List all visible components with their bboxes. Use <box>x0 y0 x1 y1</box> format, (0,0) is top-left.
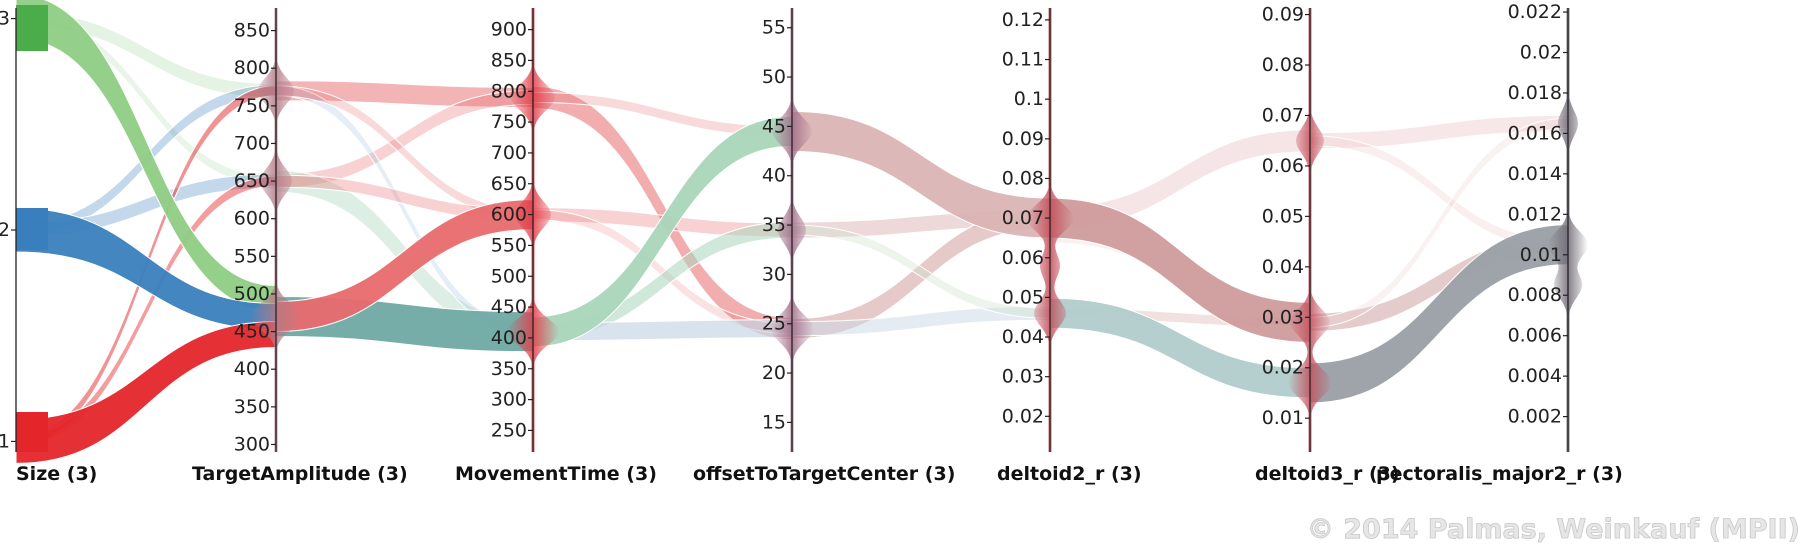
axis-title: deltoid2_r (3) <box>997 463 1142 485</box>
tick-label: 3 <box>0 8 10 30</box>
tick-label: 0.012 <box>1508 203 1562 225</box>
tick-label: 0.07 <box>1262 104 1304 126</box>
axis-title: TargetAmplitude (3) <box>192 463 408 485</box>
size-block-2 <box>16 208 48 250</box>
tick-label: 400 <box>234 358 270 380</box>
tick-label: 350 <box>234 396 270 418</box>
tick-label: 300 <box>234 433 270 455</box>
tick-label: 650 <box>234 170 270 192</box>
tick-label: 300 <box>491 389 527 411</box>
tick-label: 40 <box>762 165 786 187</box>
tick-label: 0.05 <box>1262 205 1304 227</box>
size-block-1 <box>16 412 48 452</box>
axis-title: pectoralis_major2_r (3) <box>1376 463 1623 485</box>
tick-label: 0.004 <box>1508 365 1562 387</box>
tick-label: 0.07 <box>1002 207 1044 229</box>
tick-label: 0.06 <box>1262 155 1304 177</box>
tick-label: 0.02 <box>1262 357 1304 379</box>
tick-label: 0.08 <box>1262 54 1304 76</box>
axis-title: MovementTime (3) <box>455 463 657 485</box>
tick-label: 0.014 <box>1508 163 1562 185</box>
tick-label: 0.09 <box>1002 128 1044 150</box>
tick-label: 350 <box>491 358 527 380</box>
tick-label: 700 <box>491 142 527 164</box>
tick-label: 25 <box>762 313 786 335</box>
tick-label: 0.04 <box>1262 256 1304 278</box>
tick-label: 0.01 <box>1262 407 1304 429</box>
tick-label: 1 <box>0 430 10 452</box>
tick-label: 750 <box>491 111 527 133</box>
tick-label: 0.1 <box>1014 88 1044 110</box>
tick-label: 0.02 <box>1002 405 1044 427</box>
tick-label: 0.06 <box>1002 247 1044 269</box>
tick-label: 0.01 <box>1520 244 1562 266</box>
tick-label: 800 <box>491 80 527 102</box>
tick-label: 500 <box>234 283 270 305</box>
tick-label: 0.008 <box>1508 284 1562 306</box>
tick-label: 700 <box>234 132 270 154</box>
tick-label: 0.05 <box>1002 286 1044 308</box>
axis-title: offsetToTargetCenter (3) <box>693 463 955 485</box>
tick-label: 0.03 <box>1002 366 1044 388</box>
tick-label: 600 <box>234 208 270 230</box>
tick-label: 45 <box>762 115 786 137</box>
copyright-watermark: © 2014 Palmas, Weinkauf (MPII) <box>1307 514 1800 545</box>
tick-label: 0.006 <box>1508 325 1562 347</box>
tick-label: 0.03 <box>1262 306 1304 328</box>
tick-label: 500 <box>491 265 527 287</box>
size-block-3 <box>16 5 48 51</box>
tick-label: 750 <box>234 95 270 117</box>
tick-label: 15 <box>762 411 786 433</box>
tick-label: 0.11 <box>1002 49 1044 71</box>
tick-label: 450 <box>491 296 527 318</box>
tick-label: 0.02 <box>1520 42 1562 64</box>
tick-label: 550 <box>491 234 527 256</box>
tick-label: 450 <box>234 321 270 343</box>
tick-label: 0.09 <box>1262 4 1304 26</box>
tick-label: 0.04 <box>1002 326 1044 348</box>
tick-label: 650 <box>491 173 527 195</box>
tick-label: 900 <box>491 19 527 41</box>
tick-label: 400 <box>491 327 527 349</box>
tick-label: 850 <box>491 49 527 71</box>
tick-label: 0.08 <box>1002 167 1044 189</box>
tick-label: 55 <box>762 17 786 39</box>
tick-label: 850 <box>234 20 270 42</box>
tick-label: 2 <box>0 219 10 241</box>
tick-label: 800 <box>234 57 270 79</box>
tick-label: 0.12 <box>1002 9 1044 31</box>
tick-label: 250 <box>491 419 527 441</box>
tick-label: 50 <box>762 66 786 88</box>
axes-layer: 1 2 3 Size (3) 300 350 400 450 500 550 600 650 700 75… <box>0 1 1623 485</box>
tick-label: 35 <box>762 214 786 236</box>
tick-label: 20 <box>762 362 786 384</box>
tick-label: 0.022 <box>1508 1 1562 23</box>
tick-label: 0.002 <box>1508 406 1562 428</box>
tick-label: 550 <box>234 245 270 267</box>
tick-label: 600 <box>491 204 527 226</box>
tick-label: 30 <box>762 263 786 285</box>
ribbons-layer <box>15 0 1569 464</box>
tick-label: 0.018 <box>1508 82 1562 104</box>
axis-title: deltoid3_r (3) <box>1255 463 1400 485</box>
axis-title: Size (3) <box>16 463 97 485</box>
tick-label: 0.016 <box>1508 122 1562 144</box>
